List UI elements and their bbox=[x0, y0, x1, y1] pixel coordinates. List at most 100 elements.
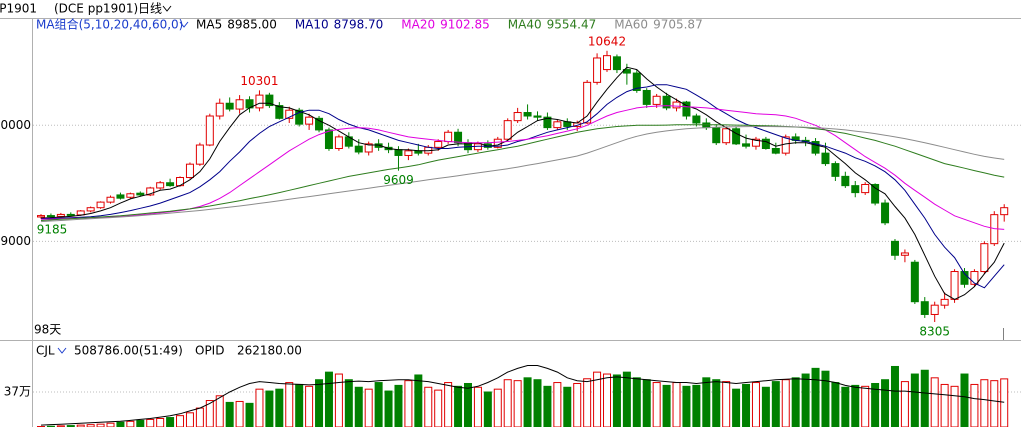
candle-body bbox=[106, 196, 115, 203]
extreme-label: 9609 bbox=[383, 173, 414, 187]
candle-body bbox=[692, 115, 701, 124]
candle-body bbox=[940, 298, 949, 306]
volume-bar bbox=[185, 412, 194, 427]
volume-bar bbox=[910, 373, 919, 427]
candle-body bbox=[861, 183, 870, 194]
candle-body bbox=[980, 243, 989, 273]
candle-body bbox=[503, 120, 512, 140]
opid-line bbox=[40, 365, 1005, 426]
indicator-dropdown[interactable] bbox=[179, 21, 189, 28]
candle-body bbox=[632, 72, 641, 91]
volume-bar bbox=[553, 382, 562, 427]
candle-body bbox=[672, 101, 681, 109]
volume-bar bbox=[146, 418, 155, 427]
candle-body bbox=[900, 252, 909, 256]
volume-bar bbox=[156, 417, 165, 427]
volume-bar bbox=[404, 380, 413, 427]
opid-value: 262180.00 bbox=[237, 344, 302, 358]
candle-body bbox=[1000, 207, 1009, 216]
candle-body bbox=[374, 143, 383, 148]
candle-body bbox=[960, 271, 969, 285]
candle-body bbox=[890, 240, 899, 256]
candle-body bbox=[295, 109, 304, 125]
volume-bar bbox=[990, 380, 999, 427]
candle-body bbox=[702, 122, 711, 129]
volume-bar bbox=[384, 390, 393, 427]
legend-value: 8798.70 bbox=[334, 18, 384, 32]
candle-body bbox=[126, 193, 135, 198]
legend-name: MA10 bbox=[295, 18, 329, 32]
candle-body bbox=[871, 183, 880, 204]
volume-bar bbox=[86, 424, 95, 427]
candle-body bbox=[166, 182, 175, 187]
candle-body bbox=[761, 138, 770, 150]
extreme-label: 10642 bbox=[588, 34, 626, 48]
candle-body bbox=[920, 301, 929, 315]
ma-line bbox=[40, 66, 1005, 300]
legend-name: MA5 bbox=[196, 18, 222, 32]
candle-body bbox=[225, 102, 234, 110]
candle-body bbox=[275, 105, 284, 119]
candle-body bbox=[841, 175, 850, 187]
candle-body bbox=[215, 102, 224, 117]
volume-dropdown[interactable] bbox=[57, 347, 67, 354]
candle-body bbox=[56, 213, 65, 217]
candle-body bbox=[444, 131, 453, 143]
candle-body bbox=[831, 163, 840, 177]
candle-body bbox=[334, 136, 343, 150]
candle-body bbox=[881, 202, 890, 224]
volume-bar bbox=[732, 388, 741, 427]
candle-body bbox=[454, 131, 463, 144]
extreme-label: 8305 bbox=[919, 325, 950, 339]
volume-bar bbox=[285, 382, 294, 427]
period[interactable]: 日线 bbox=[138, 2, 162, 16]
period-dropdown[interactable] bbox=[162, 5, 172, 12]
candle-body bbox=[66, 213, 75, 216]
legend-value: 9705.87 bbox=[653, 18, 703, 32]
candle-body bbox=[603, 55, 612, 71]
volume-bar bbox=[324, 371, 333, 427]
legend-name: MA60 bbox=[614, 18, 648, 32]
volume-bar bbox=[295, 383, 304, 427]
volume-bar bbox=[364, 388, 373, 427]
volume-bar bbox=[622, 371, 631, 427]
legend-value: 9554.47 bbox=[547, 18, 597, 32]
volume-bar bbox=[751, 382, 760, 427]
candle-body bbox=[315, 117, 324, 131]
candle-body bbox=[285, 109, 294, 119]
volume-indicator[interactable]: CJL bbox=[36, 344, 55, 358]
candle-body bbox=[543, 116, 552, 129]
volume-bar bbox=[205, 400, 214, 427]
candle-body bbox=[950, 271, 959, 300]
volume-bar bbox=[742, 383, 751, 427]
volume-bar bbox=[255, 388, 264, 427]
exchange-code: (DCE pp1901) bbox=[54, 2, 138, 16]
candle-body bbox=[583, 81, 592, 124]
volume-bar bbox=[801, 373, 810, 427]
volume-bar bbox=[761, 386, 770, 427]
volume-bar bbox=[722, 381, 731, 427]
volume-bar bbox=[533, 379, 542, 427]
candle-body bbox=[156, 182, 165, 189]
volume-bar bbox=[493, 388, 502, 427]
volume-bar bbox=[543, 385, 552, 427]
candle-body bbox=[910, 261, 919, 303]
candle-body bbox=[722, 128, 731, 144]
candle-body bbox=[136, 192, 145, 196]
indicator[interactable]: MA组合(5,10,20,40,60,0) bbox=[36, 17, 183, 32]
candle-body bbox=[682, 101, 691, 117]
volume-bar bbox=[136, 419, 145, 427]
candle-body bbox=[771, 148, 780, 154]
volume-bar bbox=[682, 385, 691, 427]
legend-name: MA40 bbox=[508, 18, 542, 32]
candle-body bbox=[146, 187, 155, 196]
volume-bar bbox=[76, 424, 85, 427]
volume-bar bbox=[871, 382, 880, 427]
volume-bar bbox=[66, 425, 75, 427]
symbol: PP1901 bbox=[0, 2, 37, 16]
volume-bar bbox=[791, 377, 800, 427]
candle-body bbox=[116, 194, 125, 199]
candle-body bbox=[404, 150, 413, 156]
ma-line bbox=[40, 105, 1005, 230]
